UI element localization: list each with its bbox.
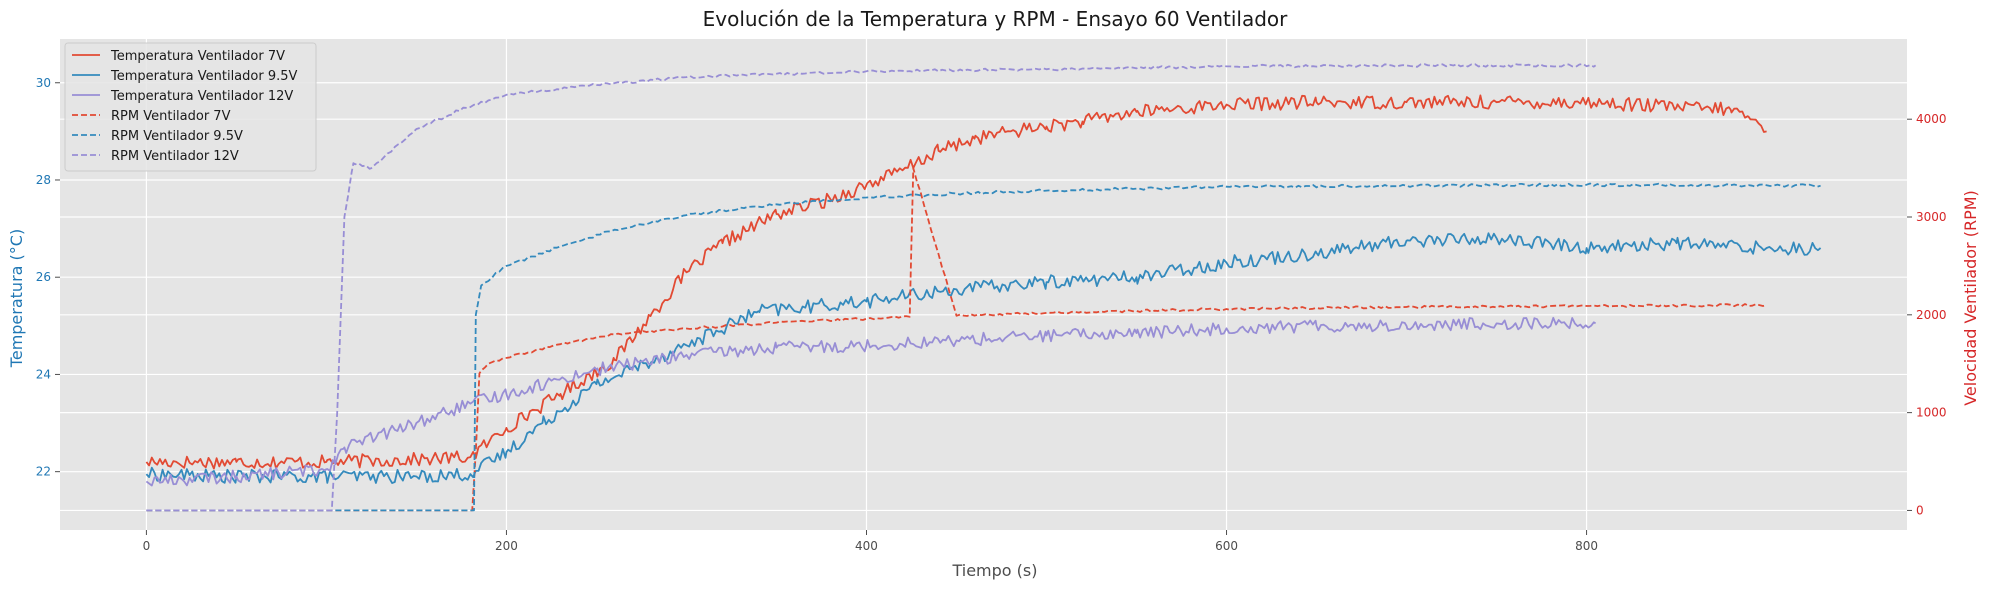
x-tick-label: 200: [495, 539, 518, 553]
x-tick-label: 600: [1215, 539, 1238, 553]
series-line-6: [146, 63, 1597, 512]
series-line-1: [145, 94, 1767, 470]
legend-label: Temperatura Ventilador 9.5V: [110, 69, 297, 84]
y-left-tick-label: 28: [36, 173, 51, 187]
chart-title: Evolución de la Temperatura y RPM - Ensa…: [703, 7, 1289, 31]
plot-background: [60, 39, 1907, 530]
legend-label: RPM Ventilador 7V: [111, 109, 231, 124]
legend-label: RPM Ventilador 9.5V: [111, 129, 243, 144]
x-tick-label: 800: [1575, 539, 1598, 553]
x-tick-label: 400: [855, 539, 878, 553]
y-right-tick-label: 1000: [1916, 406, 1947, 420]
series-layer: [145, 63, 1822, 512]
y-left-tick-label: 22: [36, 465, 51, 479]
series-line-2: [145, 232, 1822, 484]
legend: Temperatura Ventilador 7V Temperatura Ven…: [64, 42, 317, 172]
y-left-tick-label: 26: [36, 270, 51, 284]
y-right-tick-label: 3000: [1916, 210, 1947, 224]
y-right-tick-label: 0: [1916, 503, 1924, 517]
legend-label: Temperatura Ventilador 12V: [110, 89, 293, 104]
y-axis-right-title: Velocidad Ventilador (RPM): [1961, 190, 1980, 406]
y-left-tick-label: 24: [36, 367, 51, 381]
legend-label: RPM Ventilador 12V: [111, 149, 239, 164]
series-line-5: [146, 182, 1821, 512]
x-axis-title: Tiempo (s): [951, 561, 1037, 580]
y-right-tick-label: 2000: [1916, 308, 1947, 322]
legend-box: [64, 42, 317, 172]
ticks: 0 200 400 600 800 22 24 26 28 30 0 1000 2000 3000 4000: [36, 76, 1947, 553]
y-axis-left-title: Temperatura (°C): [7, 229, 26, 368]
y-right-tick-label: 4000: [1916, 112, 1947, 126]
legend-label: Temperatura Ventilador 7V: [110, 49, 285, 64]
y-left-tick-label: 30: [36, 76, 51, 90]
x-tick-label: 0: [143, 539, 151, 553]
grid: [60, 39, 1907, 530]
series-line-3: [145, 316, 1597, 487]
